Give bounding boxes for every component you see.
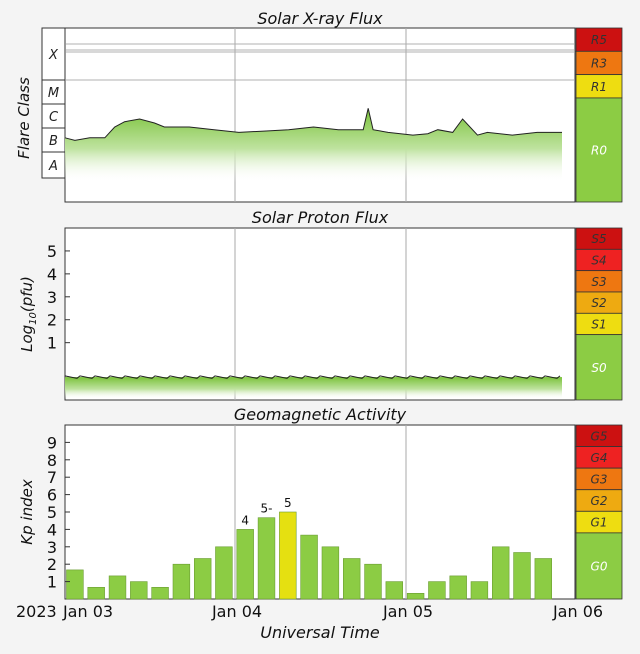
proton-ylabel: Log10(pfu): [18, 276, 39, 352]
xray-flux-line: [64, 108, 562, 141]
x-tick-label: Jan 04: [211, 602, 262, 621]
kp-bar: [385, 581, 403, 600]
kp-bar: [257, 517, 276, 600]
kp-tick-label: 5: [47, 503, 57, 522]
kp-gridlines: [234, 425, 407, 599]
kp-bar: [534, 558, 553, 600]
scale-label-s1: S1: [591, 317, 606, 331]
scale-label-s3: S3: [591, 275, 606, 289]
kp-bar: [406, 592, 425, 600]
kp-bar-label: 5: [284, 496, 292, 510]
kp-bar: [321, 546, 340, 600]
scale-label-g3: G3: [591, 472, 608, 486]
proton-ylabel-sub: 10: [28, 312, 39, 325]
kp-bar: [87, 586, 105, 600]
xray-ylabel: Flare Class: [15, 77, 33, 159]
proton-tick-label: 4: [47, 265, 57, 284]
scale-box-s0: [575, 334, 623, 401]
x-tick-label: Jan 06: [552, 602, 603, 621]
xray-title: Solar X-ray Flux: [257, 9, 383, 28]
kp-bar: [449, 575, 467, 600]
proton-ylabel-log: Log: [18, 325, 36, 352]
x-axis-labels: 2023 Jan 03 Jan 04 Jan 05 Jan 06: [16, 602, 603, 621]
scale-label-r1: R1: [591, 80, 607, 94]
kp-tick-label: 7: [47, 468, 57, 487]
scale-label-r3: R3: [591, 56, 607, 70]
kp-tick-label: 4: [47, 520, 57, 539]
scale-label-g4: G4: [591, 451, 608, 465]
proton-gridlines: [234, 228, 407, 400]
kp-bar: [108, 575, 127, 600]
kp-bar: [236, 529, 254, 600]
kp-bar: [194, 558, 212, 600]
kp-bar: [491, 546, 510, 600]
kp-bar-label: 5-: [261, 502, 273, 516]
x-axis-title: Universal Time: [260, 623, 380, 642]
kp-plot-area: [64, 424, 576, 600]
scale-label-s2: S2: [591, 296, 606, 310]
kp-g-scale: G5 G4 G3 G2 G1 G0: [575, 424, 623, 600]
proton-ylabel-rest: (pfu): [18, 276, 36, 312]
proton-tick-label: 2: [47, 311, 57, 330]
scale-label-g0: G0: [591, 559, 608, 573]
kp-bar: [428, 581, 446, 600]
kp-tick-label: 8: [47, 451, 57, 470]
kp-tick-label: 2: [47, 555, 57, 574]
kp-bar: [300, 534, 318, 600]
x-tick-label: Jan 03: [62, 602, 113, 621]
kp-bar: [66, 569, 84, 600]
kp-bars: 4 5- 5: [66, 496, 553, 600]
class-label-m: M: [48, 86, 59, 101]
x-axis-year: 2023: [16, 602, 57, 621]
kp-bar: [172, 563, 191, 600]
scale-box-g0: [575, 532, 623, 600]
class-label-a: A: [48, 159, 58, 174]
scale-label-s4: S4: [591, 253, 606, 267]
proton-flux-area: [65, 377, 562, 400]
kp-bar: [279, 511, 297, 600]
kp-tick-label: 3: [47, 538, 57, 557]
xray-r-scale: R5 R3 R1 R0: [575, 27, 623, 203]
kp-ylabel: Kp index: [18, 479, 36, 545]
kp-bar: [342, 558, 361, 600]
proton-plot-area: [64, 227, 576, 401]
scale-label-s5: S5: [591, 232, 606, 246]
kp-tick-label: 9: [47, 433, 57, 452]
class-label-b: B: [49, 134, 58, 149]
kp-bar-label: 4: [241, 513, 249, 527]
kp-bar: [364, 563, 382, 600]
kp-bar: [151, 586, 169, 600]
scale-label-g5: G5: [591, 429, 608, 443]
kp-title: Geomagnetic Activity: [234, 405, 407, 424]
kp-tick-label: 1: [47, 573, 57, 592]
proton-flux-line: [64, 375, 561, 379]
xray-flux-area: [65, 108, 562, 182]
kp-tick-label: 6: [47, 486, 57, 505]
kp-bar: [470, 581, 489, 600]
xray-gridlines: [65, 28, 575, 202]
proton-title: Solar Proton Flux: [252, 208, 389, 227]
scale-label-g2: G2: [591, 494, 608, 508]
class-label-x: X: [48, 48, 59, 63]
proton-tick-label: 1: [47, 334, 57, 353]
x-tick-label: Jan 05: [382, 602, 433, 621]
scale-label-r0: R0: [591, 143, 607, 157]
proton-s-scale: S5 S4 S3 S2 S1 S0: [575, 227, 623, 401]
proton-tick-label: 5: [47, 242, 57, 261]
kp-bar: [215, 546, 233, 600]
scale-box-r0: [575, 97, 623, 203]
scale-label-r5: R5: [591, 33, 607, 47]
kp-bar: [513, 552, 531, 600]
class-label-c: C: [49, 110, 59, 125]
scale-label-s0: S0: [591, 361, 607, 375]
scale-label-g1: G1: [591, 516, 608, 530]
kp-bar: [130, 581, 148, 600]
proton-tick-label: 3: [47, 288, 57, 307]
proton-y-ticks: 1 2 3 4 5: [47, 242, 70, 353]
